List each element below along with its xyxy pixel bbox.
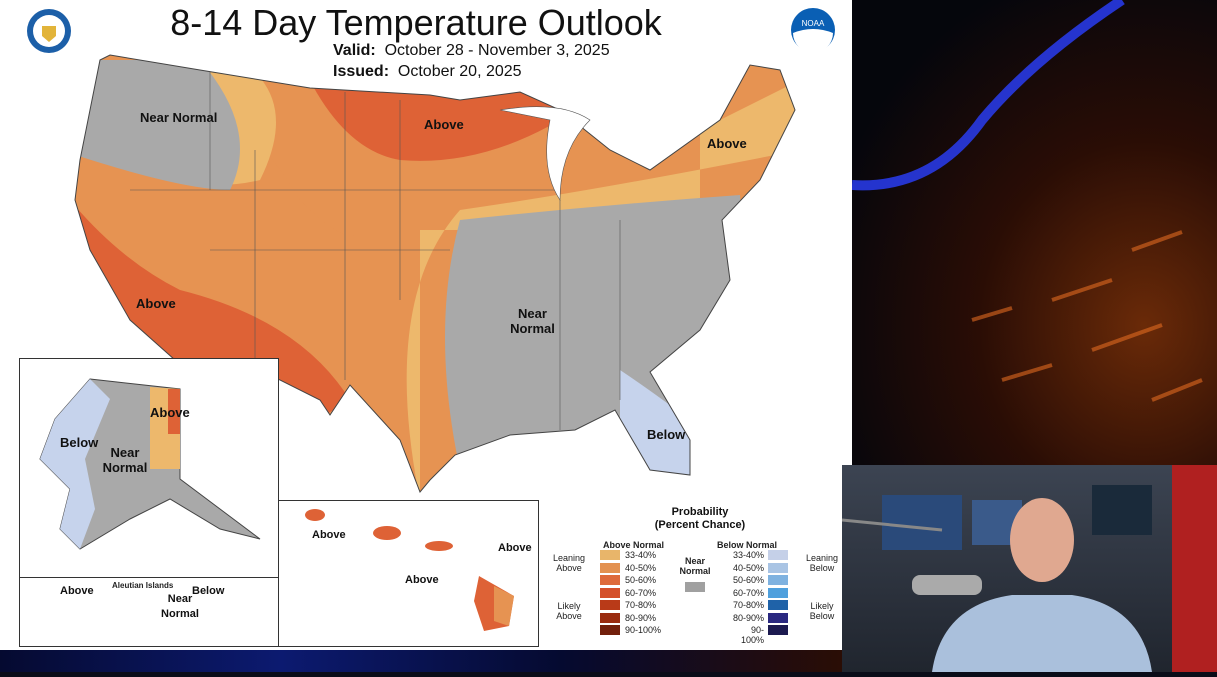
studio-background bbox=[851, 0, 1217, 465]
legend-below-bin: 50-60% bbox=[732, 575, 764, 585]
hawaii-above-big-island: Above bbox=[405, 574, 439, 586]
legend-below-bin: 70-80% bbox=[732, 600, 764, 610]
aleutian-below: Below bbox=[192, 585, 225, 597]
aleutian-near-normal: Near Normal bbox=[161, 593, 199, 620]
conus-map bbox=[74, 54, 796, 493]
legend-below-bin: 60-70% bbox=[732, 587, 764, 598]
presenter-webcam bbox=[841, 465, 1217, 672]
legend-below-swatch bbox=[768, 625, 788, 635]
aleutian-above: Above bbox=[60, 585, 94, 597]
legend-above-bin: 33-40% bbox=[625, 550, 657, 560]
legend-above-bin: 50-60% bbox=[625, 575, 657, 585]
hawaii-map bbox=[305, 509, 514, 631]
outlook-map: 8-14 Day Temperature Outlook Valid: Octo… bbox=[0, 0, 852, 650]
label-above-southwest: Above bbox=[136, 296, 176, 311]
legend-above-swatch bbox=[600, 612, 620, 623]
legend-leaning-below: Leaning Below bbox=[805, 553, 839, 573]
legend-below-bin: 40-50% bbox=[732, 562, 764, 573]
noaa-logo-icon: NOAA bbox=[791, 8, 835, 53]
page-title: 8-14 Day Temperature Outlook bbox=[170, 2, 662, 43]
hawaii-inset: Above Above Above bbox=[278, 500, 539, 647]
legend-below-bin: 33-40% bbox=[732, 550, 764, 560]
legend-likely-above: Likely Above bbox=[556, 601, 582, 621]
legend-above-bin: 70-80% bbox=[625, 600, 657, 610]
legend-likely-below: Likely Below bbox=[809, 601, 835, 621]
legend-below-bin: 80-90% bbox=[732, 612, 764, 623]
legend-below-swatch bbox=[768, 612, 788, 623]
legend-below-header: Below Normal bbox=[717, 540, 778, 550]
hawaii-above-west: Above bbox=[312, 529, 346, 541]
bottom-banner bbox=[0, 650, 842, 672]
legend-above-swatch bbox=[600, 587, 620, 598]
legend-above-bin: 40-50% bbox=[625, 562, 657, 573]
legend-above-swatch bbox=[600, 600, 620, 610]
valid-dates: Valid: October 28 - November 3, 2025 bbox=[333, 42, 610, 59]
legend-below-bin: 90-100% bbox=[740, 625, 764, 645]
alaska-map bbox=[39, 378, 261, 550]
issued-date: Issued: October 20, 2025 bbox=[333, 63, 522, 80]
legend-above-swatch bbox=[600, 562, 620, 573]
legend-above-swatch bbox=[600, 575, 620, 585]
alaska-inset: Above Below Near Normal bbox=[19, 358, 279, 578]
legend-near-swatch bbox=[685, 582, 705, 592]
legend-near-label: Near Normal bbox=[679, 556, 711, 576]
legend-below-swatch bbox=[768, 562, 788, 573]
legend-above-bin: 60-70% bbox=[625, 587, 657, 598]
hawaii-above-east: Above bbox=[498, 542, 532, 554]
aleutian-title: Aleutian Islands bbox=[112, 581, 174, 590]
legend-below-swatch bbox=[768, 575, 788, 585]
commerce-seal-icon bbox=[27, 9, 71, 53]
label-near-normal-nw: Near Normal bbox=[140, 110, 218, 125]
aleutian-inset: Aleutian Islands Above Near Normal Below bbox=[19, 577, 279, 647]
svg-text:NOAA: NOAA bbox=[802, 19, 825, 28]
legend-leaning-above: Leaning Above bbox=[552, 553, 586, 573]
alaska-below: Below bbox=[60, 435, 99, 450]
label-near-normal-east: Near Normal bbox=[510, 306, 555, 336]
label-above-north: Above bbox=[424, 117, 464, 132]
legend-below-swatch bbox=[768, 550, 788, 560]
alaska-above: Above bbox=[150, 405, 190, 420]
label-below-florida: Below bbox=[647, 427, 686, 442]
legend-above-bin: 90-100% bbox=[625, 625, 662, 635]
legend-above-swatch bbox=[600, 550, 620, 560]
legend-title: Probability (Percent Chance) bbox=[654, 506, 746, 531]
legend-above-bin: 80-90% bbox=[625, 612, 657, 623]
label-above-northeast: Above bbox=[707, 136, 747, 151]
legend-above-swatch bbox=[600, 625, 620, 635]
legend-above-header: Above Normal bbox=[603, 540, 665, 550]
alaska-near-normal: Near Normal bbox=[102, 445, 148, 475]
legend-below-swatch bbox=[768, 587, 788, 598]
legend-below-swatch bbox=[768, 600, 788, 610]
